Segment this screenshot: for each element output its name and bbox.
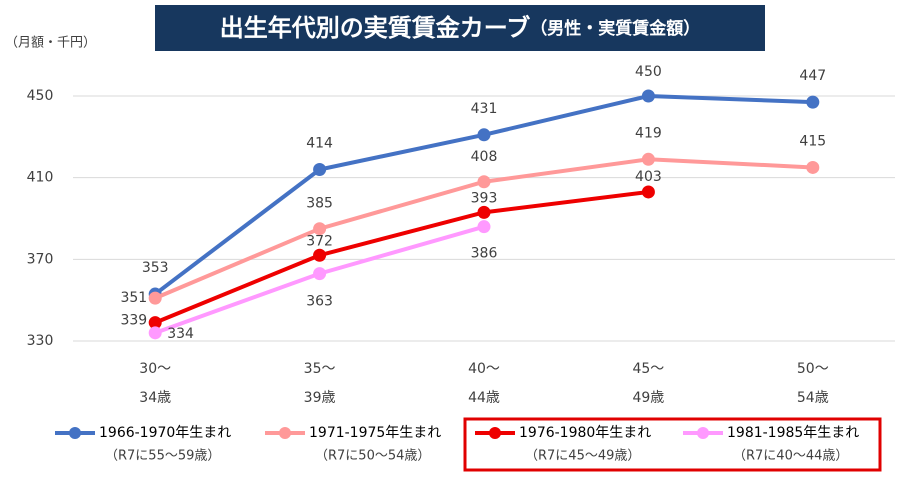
x-tick-label: 44歳 [468,390,500,406]
series-line [154,189,649,325]
x-tick-label: 35～ [304,361,336,377]
x-tick-label: 39歳 [304,390,336,406]
x-tick-label: 54歳 [797,390,829,406]
data-label: 447 [799,68,826,84]
chart-title-group: 出生年代別の実質賃金カーブ（男性・実質賃金額） [220,14,701,42]
point [477,175,491,189]
y-axis-label: （月額・千円） [5,36,96,51]
y-tick-label: 410 [27,170,54,186]
point [641,185,655,199]
point [806,95,820,109]
point [806,160,820,174]
x-tick-label: 49歳 [632,390,664,406]
point [313,222,327,236]
point [313,248,327,262]
legend-label: 1976-1980年生まれ [519,425,651,441]
point [313,163,327,176]
y-tick-label: 370 [27,251,54,267]
point [477,220,491,234]
data-label: 372 [306,233,333,249]
chart-subtitle: （男性・実質賃金額） [530,18,700,39]
data-label: 363 [306,294,333,310]
legend-label: 1971-1975年生まれ [309,425,441,441]
point [641,152,655,166]
data-label: 431 [471,101,498,117]
data-label: 334 [167,326,194,342]
legend-marker [279,427,291,439]
x-tick-label: 30～ [139,361,171,377]
data-label: 385 [306,196,333,212]
data-label: 339 [120,313,147,329]
legend-note: （R7に50～54歳） [315,449,430,464]
point [148,291,162,305]
data-label: 450 [635,64,662,80]
y-tick-label: 450 [27,88,54,104]
legend-note: （R7に40～44歳） [733,449,848,464]
legend-note: （R7に45～49歳） [525,449,640,464]
x-tick-label: 40～ [468,361,500,377]
data-label: 351 [120,290,147,306]
point [641,89,655,103]
data-label: 415 [799,133,826,149]
data-label: 393 [471,190,498,206]
legend-label: 1966-1970年生まれ [99,425,231,441]
legend-marker [489,427,501,439]
x-tick-label: 50～ [797,361,829,377]
y-tick-label: 330 [27,333,54,349]
x-tick-label: 45～ [632,361,664,377]
data-label: 403 [635,169,662,185]
legend-note: （R7に55～59歳） [105,449,220,464]
point [477,128,491,142]
point [148,326,162,340]
title-box [155,5,765,51]
data-label: 353 [142,260,169,276]
data-label: 408 [471,149,498,165]
data-label: 386 [471,246,498,262]
chart-title: 出生年代別の実質賃金カーブ [220,14,531,42]
legend-label: 1981-1985年生まれ [727,425,859,441]
data-label: 419 [635,125,662,141]
legend-marker [69,427,81,439]
x-tick-label: 34歳 [139,390,171,406]
point [477,205,491,219]
data-label: 414 [306,136,333,152]
legend-marker [697,427,709,439]
point [313,267,327,281]
point [148,316,162,330]
highlight-box [463,417,882,472]
